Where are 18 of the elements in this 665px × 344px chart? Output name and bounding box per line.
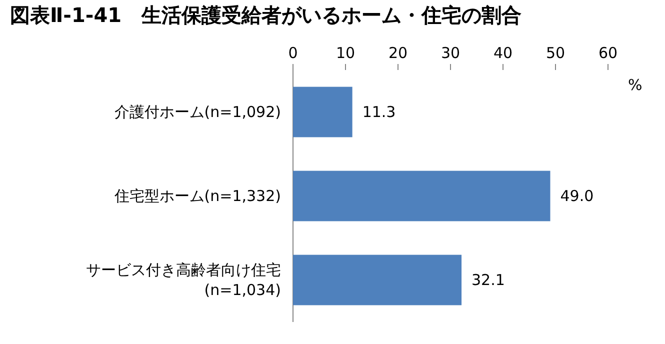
x-tick-label: 50 — [546, 44, 566, 62]
data-label: 32.1 — [472, 271, 505, 289]
x-tick-label: 60 — [598, 44, 618, 62]
x-tick-label: 10 — [336, 44, 356, 62]
x-tick-label: 0 — [288, 44, 298, 62]
y-tick-label: 住宅型ホーム(n=1,332) — [113, 186, 281, 206]
x-tick-label: 30 — [440, 44, 460, 62]
y-tick-label: 介護付ホーム(n=1,092) — [113, 102, 281, 122]
y-tick-label: サービス付き高齢者向け住宅(n=1,034) — [85, 260, 281, 300]
x-axis-title: % — [628, 76, 642, 94]
data-label: 49.0 — [560, 187, 594, 205]
x-tick-label: 20 — [388, 44, 408, 62]
bar — [293, 170, 550, 222]
bar — [293, 86, 352, 138]
x-tick-label: 40 — [493, 44, 513, 62]
chart-title: 図表Ⅱ-1-41 生活保護受給者がいるホーム・住宅の割合 — [10, 2, 522, 29]
data-label: 11.3 — [362, 103, 396, 121]
bar — [293, 254, 462, 306]
